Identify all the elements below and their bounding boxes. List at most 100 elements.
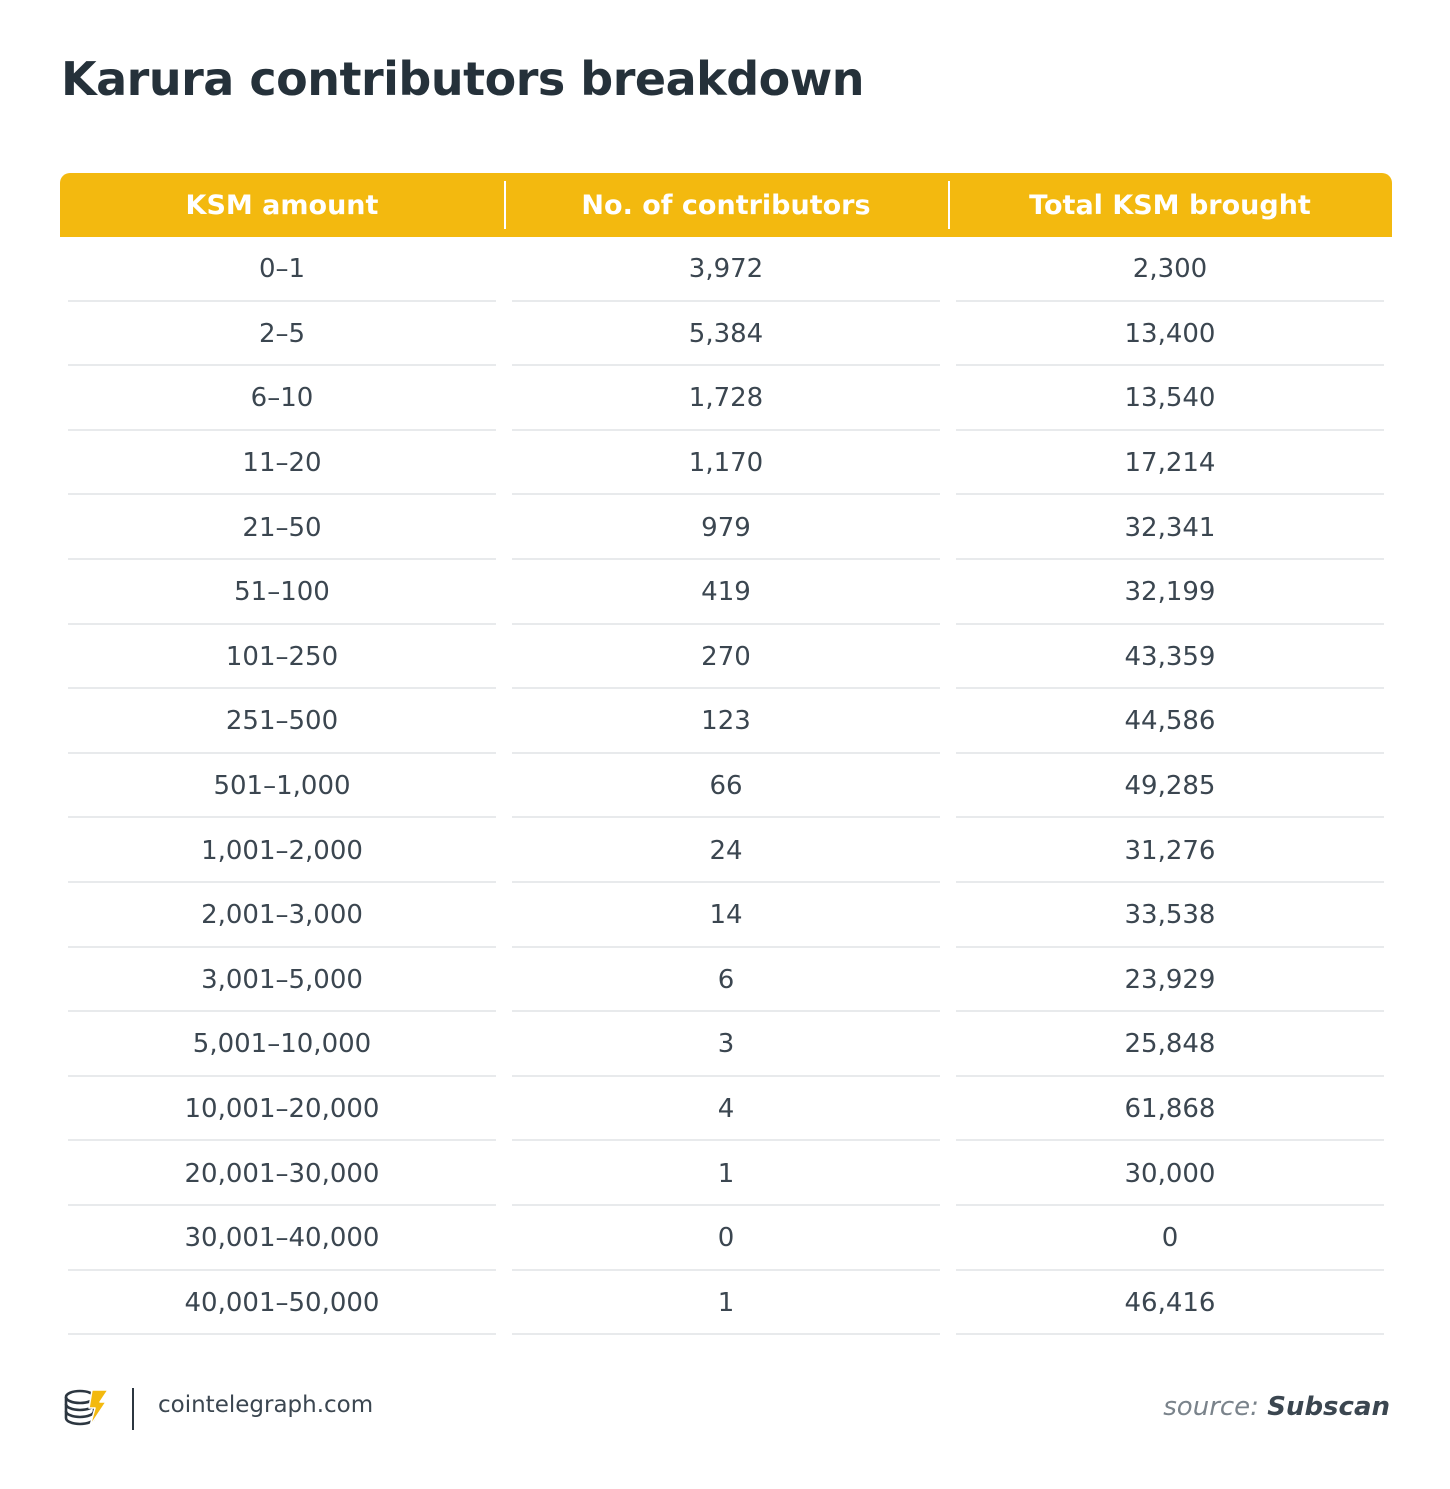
table-row: 0–1 3,972 2,300 [60, 237, 1392, 302]
table-row: 10,001–20,000 4 61,868 [60, 1077, 1392, 1142]
cointelegraph-logo-icon [64, 1389, 109, 1427]
table-row: 51–100 419 32,199 [60, 560, 1392, 625]
row-rule [68, 428, 496, 431]
table-cell: 51–100 [60, 560, 504, 625]
row-rule [68, 364, 496, 367]
data-table: KSM amount No. of contributors Total KSM… [60, 173, 1392, 1336]
table-cell: 2–5 [60, 302, 504, 367]
row-rule [956, 622, 1384, 625]
cell-value: 1 [717, 1287, 735, 1318]
table-row: 101–250 270 43,359 [60, 625, 1392, 690]
footer-divider [132, 1388, 134, 1430]
row-rule [512, 1268, 940, 1271]
header-divider [504, 181, 506, 229]
table-cell: 2,001–3,000 [60, 883, 504, 948]
cell-value: 20,001–30,000 [184, 1158, 380, 1189]
cell-value: 10,001–20,000 [184, 1094, 380, 1125]
source-name: Subscan [1267, 1392, 1390, 1422]
cell-value: 13,540 [1124, 383, 1216, 414]
row-rule [512, 751, 940, 754]
cell-value: 979 [701, 512, 751, 543]
row-rule [512, 687, 940, 690]
cell-value: 51–100 [234, 577, 330, 608]
row-rule [956, 687, 1384, 690]
cell-value: 11–20 [242, 448, 322, 479]
row-rule [68, 493, 496, 496]
row-rule [512, 816, 940, 819]
cell-value: 270 [701, 641, 751, 672]
row-rule [956, 557, 1384, 560]
row-rule [68, 1268, 496, 1271]
table-cell: 251–500 [60, 689, 504, 754]
table-cell: 1 [504, 1271, 948, 1336]
chart-title: Karura contributors breakdown [61, 52, 865, 106]
row-rule [512, 557, 940, 560]
table-row: 11–20 1,170 17,214 [60, 431, 1392, 496]
table-row: 30,001–40,000 0 0 [60, 1206, 1392, 1271]
table-cell: 101–250 [60, 625, 504, 690]
table-cell: 44,586 [948, 689, 1392, 754]
cell-value: 13,400 [1124, 318, 1216, 349]
table-row: 251–500 123 44,586 [60, 689, 1392, 754]
row-rule [68, 816, 496, 819]
cell-value: 21–50 [242, 512, 322, 543]
column-header: Total KSM brought [1029, 189, 1311, 221]
row-rule [956, 1333, 1384, 1336]
cell-value: 3,972 [688, 254, 764, 285]
cell-value: 3,001–5,000 [201, 964, 363, 995]
source-label: source: [1163, 1392, 1259, 1422]
cell-value: 2–5 [258, 318, 306, 349]
row-rule [68, 1333, 496, 1336]
row-rule [68, 1074, 496, 1077]
table-row: 21–50 979 32,341 [60, 495, 1392, 560]
cell-value: 1,728 [688, 383, 764, 414]
column-header: No. of contributors [581, 189, 871, 221]
row-rule [956, 493, 1384, 496]
table-cell: 40,001–50,000 [60, 1271, 504, 1336]
row-rule [68, 751, 496, 754]
row-rule [68, 622, 496, 625]
cell-value: 32,341 [1124, 512, 1216, 543]
cell-value: 66 [709, 771, 743, 802]
row-rule [512, 364, 940, 367]
row-rule [512, 428, 940, 431]
table-cell: 14 [504, 883, 948, 948]
table-cell: 3,001–5,000 [60, 948, 504, 1013]
table-row: 5,001–10,000 3 25,848 [60, 1012, 1392, 1077]
cell-value: 4 [717, 1094, 735, 1125]
row-rule [956, 1268, 1384, 1271]
cell-value: 61,868 [1124, 1094, 1216, 1125]
row-rule [68, 1139, 496, 1142]
row-rule [956, 1010, 1384, 1013]
table-cell: 419 [504, 560, 948, 625]
cell-value: 30,001–40,000 [184, 1223, 380, 1254]
table-cell: 6 [504, 948, 948, 1013]
table-cell: 0 [948, 1206, 1392, 1271]
table-cell: 49,285 [948, 754, 1392, 819]
row-rule [68, 687, 496, 690]
table-cell: 123 [504, 689, 948, 754]
cell-value: 49,285 [1124, 771, 1216, 802]
row-rule [512, 1010, 940, 1013]
row-rule [68, 299, 496, 302]
table-cell: 501–1,000 [60, 754, 504, 819]
cell-value: 25,848 [1124, 1029, 1216, 1060]
row-rule [956, 751, 1384, 754]
cell-value: 101–250 [225, 641, 339, 672]
row-rule [68, 1203, 496, 1206]
table-cell: 61,868 [948, 1077, 1392, 1142]
cell-value: 0 [717, 1223, 735, 1254]
cell-value: 30,000 [1124, 1158, 1216, 1189]
row-rule [956, 1203, 1384, 1206]
row-rule [956, 1139, 1384, 1142]
table-cell: 24 [504, 818, 948, 883]
cell-value: 44,586 [1124, 706, 1216, 737]
table-cell: 20,001–30,000 [60, 1141, 504, 1206]
table-cell: 1,728 [504, 366, 948, 431]
table-cell: 4 [504, 1077, 948, 1142]
row-rule [956, 880, 1384, 883]
table-body: 0–1 3,972 2,300 2–5 5,384 13,400 6–10 1,728 13,5… [60, 237, 1392, 1336]
table-cell: 1 [504, 1141, 948, 1206]
table-cell: 3 [504, 1012, 948, 1077]
row-rule [68, 880, 496, 883]
